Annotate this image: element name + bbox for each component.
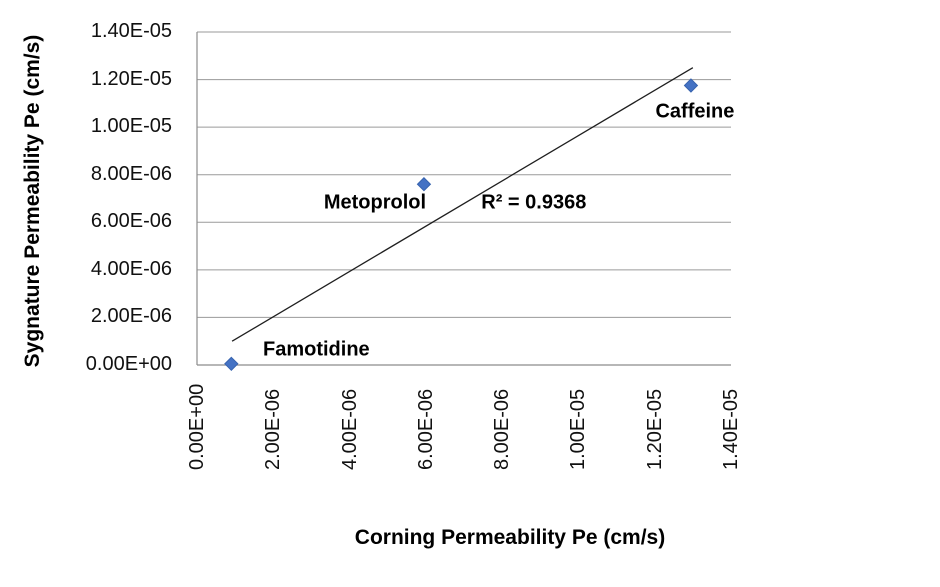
y-axis-title: Sygnature Permeability Pe (cm/s) [21, 34, 44, 368]
trendline [231, 67, 694, 342]
data-point-marker [416, 177, 432, 192]
x-tick-label: 6.00E-06 [414, 388, 437, 470]
x-tick-label: 1.00E-05 [567, 388, 590, 470]
y-tick-label: 1.00E-05 [90, 115, 172, 138]
y-tick-label: 0.00E+00 [85, 353, 172, 375]
x-tick-label: 0.00E+00 [186, 383, 208, 470]
x-tick-label: 1.40E-05 [720, 388, 742, 470]
y-tick-label: 4.00E-06 [90, 257, 172, 280]
x-tick-label: 1.20E-05 [643, 388, 666, 470]
x-tick-label: 8.00E-06 [491, 388, 514, 470]
x-tick-label: 4.00E-06 [338, 388, 361, 470]
x-axis-title: Corning Permeability Pe (cm/s) [354, 526, 666, 549]
point-label-famotidine: Famotidine [262, 338, 370, 361]
y-tick-label: 8.00E-06 [90, 162, 172, 185]
y-tick-label: 1.40E-05 [90, 20, 172, 42]
point-label-metoprolol: Metoprolol [323, 191, 427, 214]
y-tick-label: 2.00E-06 [90, 305, 172, 328]
y-tick-label: 6.00E-06 [90, 210, 172, 233]
data-point-marker [224, 356, 239, 372]
y-tick-label: 1.20E-05 [90, 67, 172, 90]
point-label-caffeine: Caffeine [655, 100, 735, 123]
r-squared-annotation: R² = 0.9368 [481, 191, 587, 214]
data-point-marker [683, 78, 699, 93]
x-tick-label: 2.00E-06 [262, 388, 285, 470]
